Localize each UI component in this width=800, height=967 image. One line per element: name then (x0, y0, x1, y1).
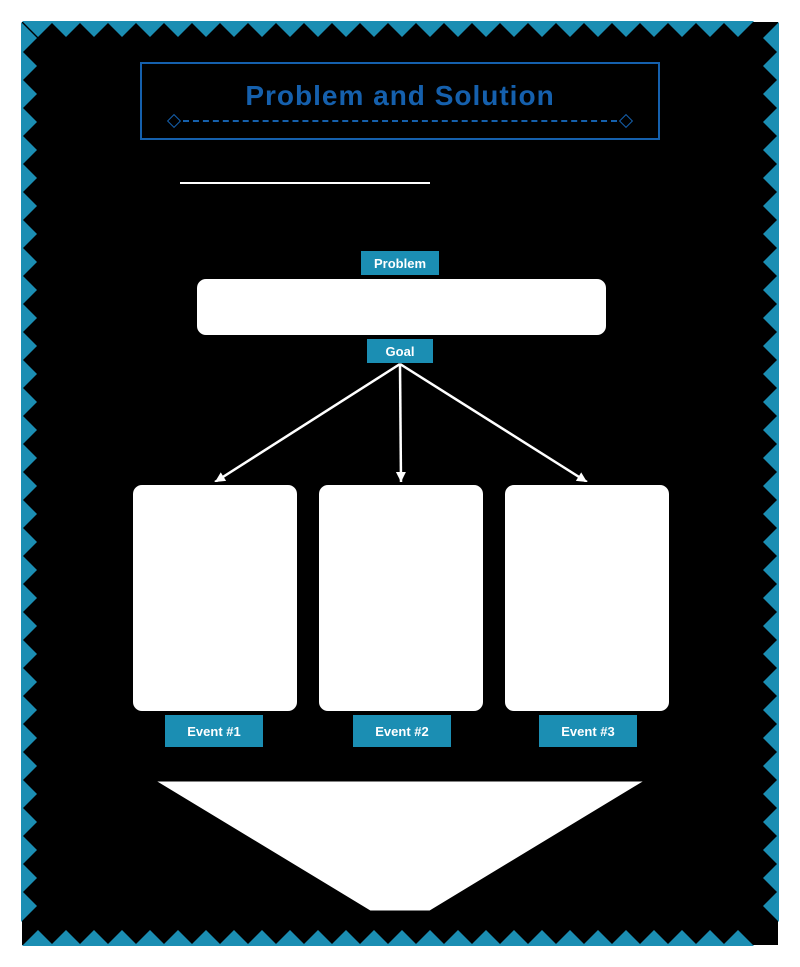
goal-label: Goal (366, 338, 434, 364)
event-box-2 (316, 482, 486, 714)
title-banner: Problem and Solution (140, 62, 660, 140)
problem-label: Problem (360, 250, 440, 276)
title-text: Problem and Solution (245, 80, 554, 112)
event-label-1: Event #1 (164, 714, 264, 748)
event-box-1 (130, 482, 300, 714)
title-ornament (165, 116, 635, 126)
content-frame: Problem and Solution Problem Goal Event … (22, 22, 778, 945)
worksheet-page: Problem and Solution Problem Goal Event … (0, 0, 800, 967)
problem-box (194, 276, 609, 338)
event-label-3: Event #3 (538, 714, 638, 748)
name-line (180, 182, 430, 184)
event-box-3 (502, 482, 672, 714)
event-label-2: Event #2 (352, 714, 452, 748)
